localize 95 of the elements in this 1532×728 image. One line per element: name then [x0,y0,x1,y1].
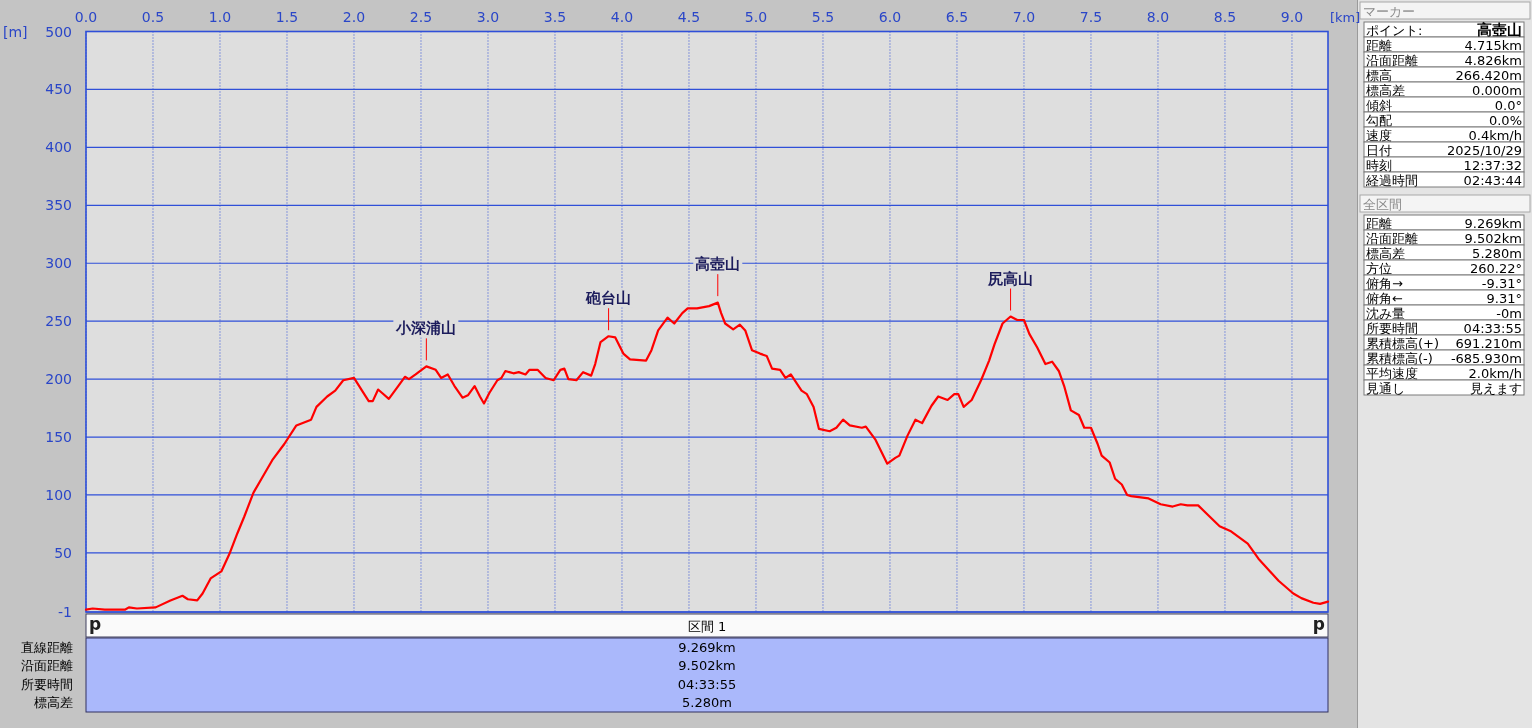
x-tick-label: 8.5 [1213,9,1237,25]
text: 見通し [1366,380,1405,396]
text: -0m [1496,305,1522,321]
x-axis-title: [km] [1330,10,1361,25]
x-tick-label: 4.0 [610,9,634,25]
x-tick-label: 6.0 [878,9,902,25]
x-tick-label: 5.5 [811,9,835,25]
y-tick-label: 500 [45,23,72,40]
text: 標高差 [34,695,73,710]
text: 9.31° [1486,290,1522,306]
text: 高壺山 [1477,20,1522,39]
x-tick-label: 2.0 [342,9,366,25]
text: 5.280m [1472,245,1522,261]
y-tick-label: 100 [45,486,72,503]
x-tick-label: 0.5 [141,9,165,25]
text: 累積標高(+) [1366,335,1440,351]
x-tick-label: 4.5 [677,9,701,25]
text: 標高 [1366,67,1392,83]
x-tick-label: 0.0 [74,9,98,25]
x-tick-label: 1.0 [208,9,232,25]
x-tick-label: 3.5 [543,9,567,25]
text: 04:33:55 [1463,320,1522,336]
text: 691.210m [1455,335,1522,351]
text: 平均速度 [1366,365,1418,381]
text: 2025/10/29 [1447,142,1522,158]
y-axis-title: [m] [3,24,28,40]
text: 5.280m [682,695,732,710]
text: 沿面距離 [1366,230,1418,246]
text: -9.31° [1481,275,1522,291]
text: 所要時間 [1366,320,1418,336]
text: 沈み量 [1366,305,1405,321]
text: 所要時間 [21,676,73,692]
text: 累積標高(-) [1366,350,1433,366]
text: 260.22° [1470,260,1522,276]
text: 経過時間 [1365,172,1418,188]
text: 沿面距離 [21,658,73,673]
text: 4.826km [1464,52,1522,68]
text: 0.0% [1488,112,1522,128]
text: 見えます [1470,380,1522,396]
text: 0.4km/h [1468,127,1522,143]
y-tick-label: 450 [45,81,72,98]
text: p [89,614,102,634]
text: 区間 1 [687,619,727,634]
x-tick-label: 2.5 [409,9,433,25]
text: 9.269km [1464,215,1522,231]
text: p [1312,614,1325,634]
text: 直線距離 [21,639,73,655]
text: 速度 [1366,127,1392,143]
text: 9.502km [678,658,736,673]
text: 04:33:55 [677,676,737,692]
y-tick-label: 300 [45,255,72,272]
annotation: 高壺山 [695,255,741,274]
text: 標高差 [1366,82,1405,98]
text: 266.420m [1455,67,1522,83]
text: 俯角→ [1366,275,1403,291]
annotation: 砲台山 [585,289,632,308]
text: 全区間 [1363,197,1402,212]
text: 9.269km [678,639,736,655]
y-tick-label: -1 [58,604,72,620]
text: 方位 [1366,260,1392,276]
text: 時刻 [1366,157,1392,173]
text: 傾斜 [1366,97,1392,113]
x-tick-label: 1.5 [275,9,299,25]
text: 沿面距離 [1366,52,1418,68]
text: 距離 [1366,215,1392,231]
text: 距離 [1366,37,1392,53]
text: 2.0km/h [1468,365,1522,381]
text: マーカー [1363,4,1415,19]
text: 標高差 [1366,245,1405,261]
text: 勾配 [1366,112,1392,128]
y-tick-label: 250 [45,313,72,330]
y-tick-label: 50 [54,544,72,561]
text: ポイント: [1366,22,1423,38]
text: 俯角← [1366,290,1403,306]
text: 日付 [1366,142,1392,158]
text: 4.715km [1464,37,1522,53]
y-tick-label: 350 [45,197,72,214]
x-tick-label: 8.0 [1146,9,1170,25]
y-tick-label: 150 [45,429,72,446]
text: 12:37:32 [1463,157,1522,173]
x-tick-label: 7.0 [1012,9,1036,25]
x-tick-label: 6.5 [945,9,969,25]
annotation: 尻高山 [987,269,1034,288]
x-tick-label: 7.5 [1079,9,1103,25]
text: 0.0° [1494,97,1522,113]
text: 9.502km [1464,230,1522,246]
text: 02:43:44 [1463,172,1522,188]
y-tick-label: 200 [45,371,72,388]
x-tick-label: 3.0 [476,9,500,25]
y-tick-label: 400 [45,139,72,156]
annotation: 小深浦山 [395,319,457,338]
text: -685.930m [1450,350,1522,366]
x-tick-label: 9.0 [1280,9,1304,25]
x-tick-label: 5.0 [744,9,768,25]
text: 0.000m [1472,82,1522,98]
